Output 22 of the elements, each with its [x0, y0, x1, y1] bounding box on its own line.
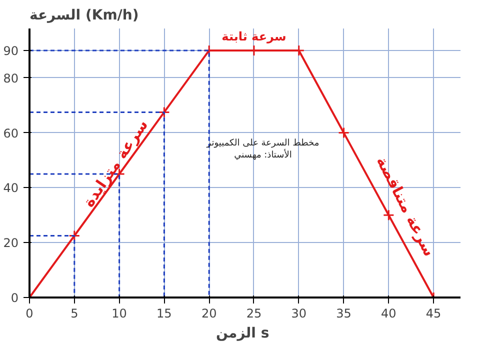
annotation: سرعة متزايدة [80, 116, 152, 210]
x-tick-label: 5 [70, 306, 78, 320]
x-tick-label: 40 [381, 306, 396, 320]
y-tick-label: 90 [3, 44, 19, 58]
x-tick-label: 35 [336, 306, 352, 320]
x-axis-title: الزمن s [216, 326, 270, 342]
y-tick-label: 80 [3, 71, 19, 86]
x-tick-label: 10 [112, 306, 127, 320]
annotation: سرعة متناقصة [372, 154, 438, 260]
x-tick-label: 20 [201, 306, 217, 320]
annotation: سرعة ثابتة [222, 29, 286, 44]
x-tick-label: 30 [291, 306, 307, 320]
x-tick-label: 0 [26, 306, 34, 320]
y-tick-label: 40 [3, 181, 19, 196]
x-tick-label: 15 [156, 306, 172, 320]
x-tick-label: 25 [246, 306, 262, 320]
annotation: مخطط السرعة على الكمبيوتر الأستاذ: مهسني [206, 138, 320, 161]
y-tick-label: 0 [10, 291, 19, 305]
chart-title: السرعة (Km/h) [30, 8, 139, 24]
x-tick-label: 45 [426, 306, 442, 320]
y-tick-label: 20 [3, 236, 19, 250]
y-tick-label: 60 [3, 126, 19, 140]
